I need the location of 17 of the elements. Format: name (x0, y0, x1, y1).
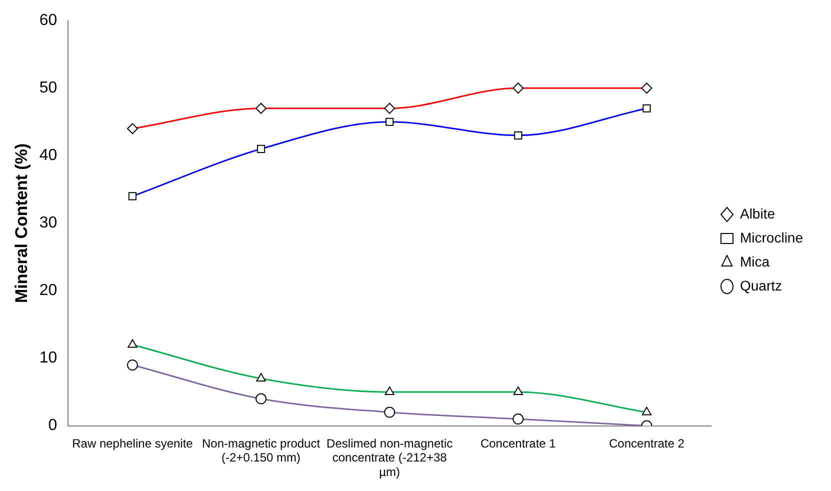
legend-label: Albite (740, 205, 776, 222)
x-tick-label: Deslimed non-magnetic concentrate (-212+38 µm) (326, 436, 453, 480)
y-tick-label: 0 (48, 417, 58, 434)
y-axis-title: Mineral Content (%) (12, 143, 31, 304)
x-tick-label: Raw nepheline syenite (72, 436, 194, 450)
legend-label: Microcline (740, 229, 804, 246)
y-tick-label: 40 (39, 147, 58, 164)
x-tick-label: Concentrate 1 (480, 436, 556, 450)
y-tick-label: 60 (39, 12, 58, 30)
x-tick-label: Concentrate 2 (609, 436, 685, 450)
legend-label: Mica (740, 253, 770, 270)
legend-label: Quartz (740, 277, 782, 294)
y-tick-label: 20 (39, 282, 58, 300)
y-tick-label: 50 (39, 80, 58, 97)
y-tick-label: 30 (39, 214, 58, 232)
y-tick-label: 10 (39, 350, 58, 367)
x-tick-label: Non-magnetic product (-2+0.150 mm) (202, 436, 321, 465)
